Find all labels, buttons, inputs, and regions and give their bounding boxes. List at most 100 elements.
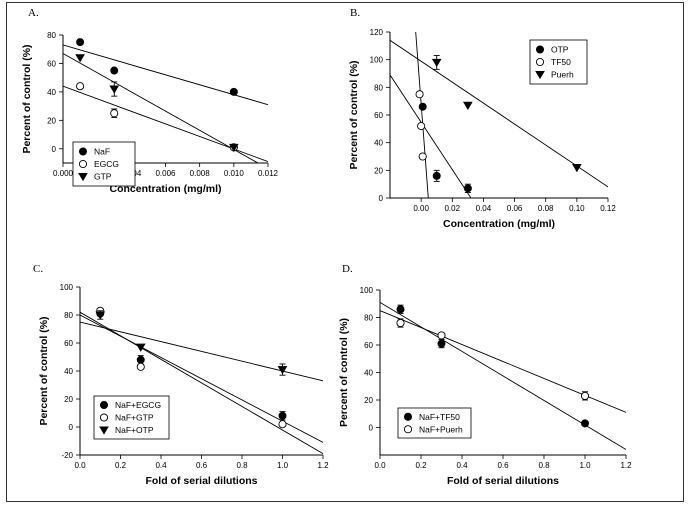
legend-box	[397, 407, 472, 439]
data-point	[580, 391, 590, 400]
y-tick-label: 40	[47, 88, 56, 97]
x-tick-label: 0.2	[115, 461, 127, 470]
x-tick-label: 0.2	[415, 461, 427, 470]
panel-label: C.	[33, 263, 43, 275]
legend-marker	[535, 57, 545, 67]
x-tick-label: 0.04	[476, 204, 492, 213]
y-tick-label: -20	[61, 451, 73, 460]
data-point	[396, 318, 405, 328]
data-point	[75, 54, 85, 63]
x-tick-label: 0.006	[155, 169, 176, 178]
legend-marker	[100, 400, 109, 409]
fit-line	[415, 32, 429, 198]
x-tick-label: 0.08	[538, 204, 554, 213]
data-point	[437, 331, 446, 340]
y-tick-label: 20	[64, 395, 73, 404]
legend-marker	[99, 426, 109, 435]
y-tick-label: 0	[379, 194, 384, 203]
y-axis-label: Percent of control (%)	[38, 316, 50, 425]
x-axis-label: Fold of serial dilutions	[145, 475, 257, 487]
data-point	[229, 143, 239, 153]
y-axis-label: Percent of control (%)	[348, 60, 360, 169]
panel-b: B. 0.00 0.02 0.04 0.06 0.08 0.10 0.12 0 20 40 60 80 1…	[348, 7, 616, 230]
data-point	[581, 419, 590, 428]
x-tick-label: 0.4	[155, 461, 167, 470]
y-tick-label: 20	[364, 396, 373, 405]
x-tick-label: 1.2	[620, 461, 632, 470]
x-tick-label: 0.12	[600, 204, 616, 213]
x-tick-label: 0.0	[74, 461, 86, 470]
data-point	[415, 90, 424, 99]
legend-label: NaF+EGCG	[115, 400, 161, 410]
x-tick-label: 0.008	[190, 169, 211, 178]
legend-label: NaF+Puerh	[419, 424, 463, 434]
y-tick-label: 40	[374, 139, 383, 148]
panel-label: A.	[28, 7, 39, 19]
y-axis-label: Percent of control (%)	[21, 44, 33, 153]
y-tick-label: 100	[370, 56, 384, 65]
fit-line	[390, 39, 608, 188]
x-tick-label: 0.6	[497, 461, 509, 470]
data-point	[109, 85, 120, 94]
x-axis-label: Concentration (mg/ml)	[443, 218, 555, 230]
x-tick-label: 0.012	[258, 169, 279, 178]
legend-marker	[535, 70, 545, 80]
y-tick-label: 0	[69, 423, 74, 432]
legend-label: NaF+GTP	[115, 413, 154, 423]
x-axis-label: Concentration (mg/ml)	[110, 183, 222, 195]
data-point	[417, 122, 426, 131]
data-point	[277, 366, 288, 375]
x-axis-label: Fold of serial dilutions	[447, 475, 559, 487]
y-tick-label: 20	[374, 166, 383, 175]
fit-line	[80, 311, 323, 454]
fit-line	[380, 310, 626, 413]
legend-label: OTP	[551, 45, 569, 55]
y-tick-label: 60	[374, 111, 383, 120]
y-tick-label: 20	[47, 116, 56, 125]
data-point	[110, 109, 119, 118]
legend-label: NaF+OTP	[115, 425, 154, 435]
data-point	[136, 362, 145, 371]
y-tick-label: 120	[370, 28, 384, 37]
y-tick-label: 0	[52, 145, 57, 154]
fit-line	[80, 321, 323, 382]
data-point	[278, 420, 287, 429]
x-tick-label: 0.06	[507, 204, 523, 213]
y-tick-label: 60	[364, 341, 373, 350]
y-tick-label: 80	[374, 83, 383, 92]
x-tick-label: 0.8	[236, 461, 248, 470]
panel-c: C. 0.0 0.2 0.4 0.6 0.8 1.0 1.2 -20 0 20 40 60 80 100 Fo…	[33, 263, 329, 487]
panel-d: D. 0.0 0.2 0.4 0.6 0.8 1.0 1.2 0 20 40 60 80 100 Fold …	[338, 263, 632, 487]
legend-label: NaF	[94, 147, 110, 157]
data-point	[135, 343, 146, 352]
y-tick-label: 80	[364, 314, 373, 323]
x-tick-label: 0.010	[224, 169, 245, 178]
y-tick-label: 40	[64, 367, 73, 376]
legend-label: EGCG	[94, 159, 119, 169]
x-tick-label: 0.0	[374, 461, 386, 470]
legend-label: Puerh	[551, 70, 574, 80]
x-tick-label: 0.8	[538, 461, 550, 470]
data-point	[76, 82, 85, 91]
legend-marker	[79, 147, 88, 156]
x-tick-label: 1.0	[579, 461, 591, 470]
panel-label: B.	[350, 7, 360, 19]
data-point	[431, 58, 442, 68]
data-point	[418, 152, 427, 161]
panel-label: D.	[342, 263, 353, 275]
panel-a: A.0.0000.0020.0040.0060.0080.0100.012020…	[21, 7, 279, 195]
data-point	[110, 66, 119, 75]
x-tick-label: 0.6	[196, 461, 208, 470]
y-tick-label: 0	[369, 424, 374, 433]
x-tick-label: 1.0	[277, 461, 289, 470]
data-point	[278, 411, 287, 420]
data-point	[432, 171, 441, 180]
data-point	[572, 164, 582, 173]
legend-label: NaF+TF50	[419, 412, 460, 422]
data-point	[463, 184, 472, 193]
legend-label: TF50	[551, 57, 571, 67]
figure-frame	[6, 2, 684, 502]
data-point	[136, 355, 145, 364]
y-tick-label: 100	[360, 286, 374, 295]
